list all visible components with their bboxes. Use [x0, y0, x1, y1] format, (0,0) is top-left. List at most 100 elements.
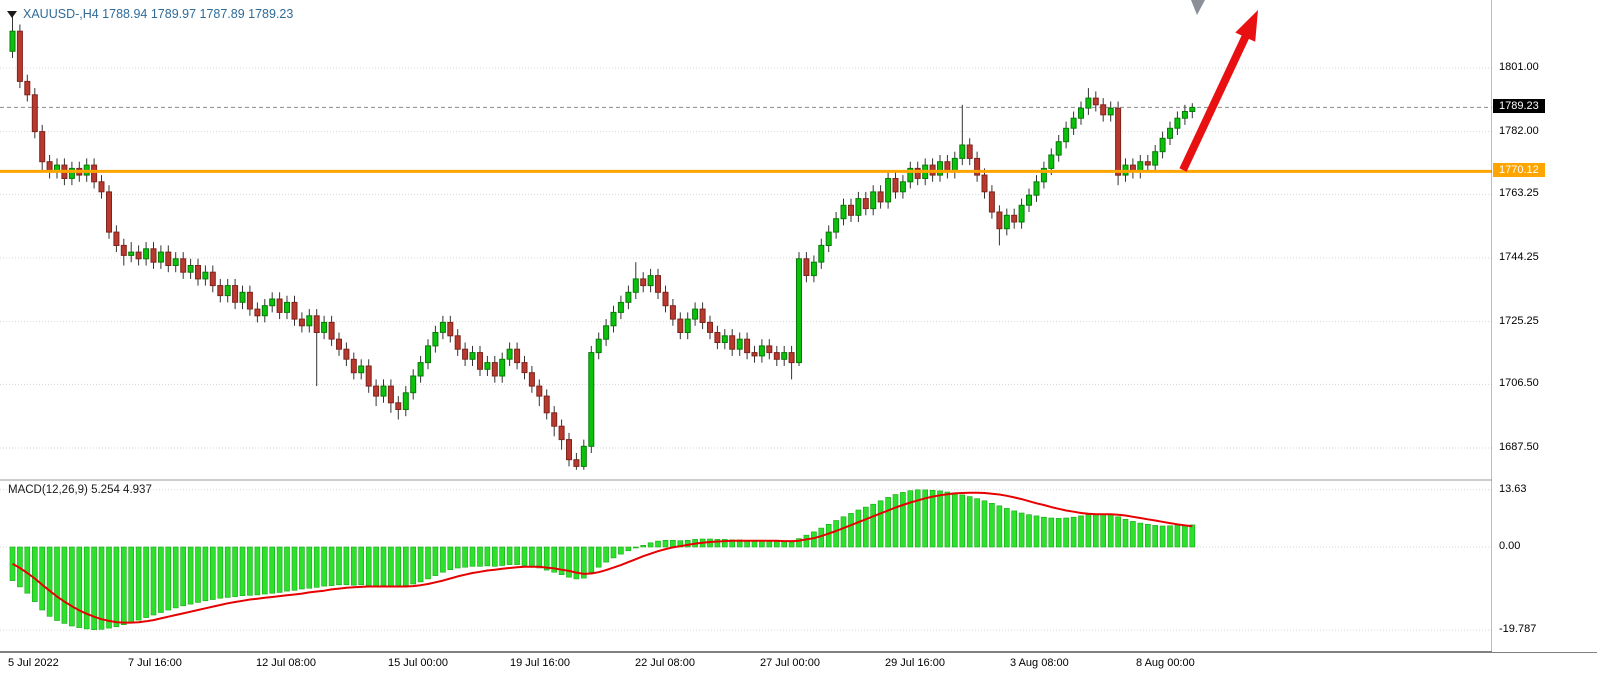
macd-histogram-bar	[588, 546, 595, 573]
candle-bullish	[603, 325, 610, 340]
macd-histogram-bar	[232, 546, 238, 597]
macd-histogram-bar	[981, 500, 988, 548]
time-axis: 5 Jul 2022 7 Jul 16:00 12 Jul 08:00 15 Jul …	[0, 655, 1597, 675]
candle-bearish	[662, 291, 669, 307]
macd-histogram-bar	[247, 546, 253, 596]
candle-bearish	[165, 251, 172, 267]
candle-bearish	[120, 244, 127, 256]
candle-bullish	[439, 321, 446, 333]
candle-bearish	[462, 348, 469, 360]
macd-histogram-bar	[454, 546, 461, 569]
macd-histogram-bar	[1011, 510, 1018, 548]
candle-bearish	[707, 321, 713, 333]
candle-bullish	[1159, 137, 1166, 153]
macd-histogram-bar	[573, 546, 580, 580]
candle-bearish	[536, 385, 543, 397]
candle-bullish	[402, 392, 409, 410]
candle-bearish	[447, 321, 454, 337]
macd-histogram-bar	[721, 539, 728, 548]
candle-bearish	[573, 459, 580, 467]
candle-bearish	[328, 321, 335, 340]
candle-bullish	[1055, 141, 1062, 156]
candle-bearish	[669, 305, 676, 320]
candle-bullish	[1174, 117, 1181, 129]
candle-bullish	[818, 244, 825, 263]
trend-arrow[interactable]	[1179, 10, 1258, 172]
macd-histogram-bar	[172, 546, 179, 609]
candle-bullish	[825, 231, 832, 247]
macd-histogram-bar	[1182, 524, 1188, 548]
candle-bearish	[313, 315, 320, 333]
macd-histogram-bar	[284, 546, 290, 592]
candle-bearish	[892, 178, 899, 193]
cursor-icon	[1191, 0, 1205, 15]
macd-histogram-bar	[1152, 525, 1158, 548]
macd-histogram-bar	[336, 546, 342, 586]
macd-histogram-bar	[951, 492, 958, 548]
candle-bullish	[1085, 97, 1092, 109]
macd-histogram-bar	[1018, 512, 1025, 548]
candle-bullish	[187, 265, 194, 273]
candle-bearish	[246, 291, 253, 310]
candle-bearish	[996, 211, 1003, 230]
candle-bearish	[217, 285, 224, 297]
candle-bearish	[788, 352, 795, 364]
macd-histogram-bar	[128, 546, 134, 623]
candle-bullish	[321, 321, 328, 333]
candle-bullish	[580, 445, 587, 467]
candle-bullish	[721, 335, 728, 343]
macd-histogram-bar	[254, 546, 261, 596]
macd-histogram-bar	[299, 546, 305, 590]
macd-histogram-bar	[937, 490, 943, 548]
macd-histogram-bar	[506, 546, 513, 565]
candle-bearish	[551, 412, 558, 427]
macd-histogram-bar	[974, 498, 980, 548]
candle-bearish	[387, 385, 394, 404]
macd-histogram-bar	[61, 546, 68, 624]
macd-histogram-bar	[1003, 508, 1010, 548]
macd-histogram-bar	[1130, 521, 1136, 548]
candle-bullish	[469, 352, 476, 360]
time-axis-label: 22 Jul 08:00	[635, 657, 695, 669]
macd-histogram-bar	[870, 503, 877, 548]
candle-bullish	[833, 218, 840, 233]
macd-histogram-bar	[1048, 517, 1055, 548]
candle-bearish	[365, 365, 372, 387]
candle-bearish	[1144, 161, 1151, 166]
time-axis-label: 19 Jul 16:00	[510, 657, 570, 669]
macd-histogram-bar	[840, 516, 847, 548]
macd-histogram-bar	[98, 546, 105, 630]
candle-bearish	[491, 362, 498, 377]
macd-histogram-bar	[1070, 516, 1077, 548]
macd-histogram-bar	[566, 546, 572, 578]
macd-histogram-bar	[1078, 515, 1084, 548]
macd-histogram-bar	[773, 541, 780, 548]
macd-histogram-bar	[113, 546, 120, 628]
macd-histogram-bar	[462, 546, 468, 568]
candle-bullish	[692, 308, 699, 320]
macd-histogram-bar	[165, 546, 172, 611]
macd-histogram-bar	[1055, 518, 1062, 548]
macd-histogram-bar	[388, 546, 394, 587]
candle-bearish	[521, 362, 528, 374]
macd-histogram-bar	[966, 496, 973, 548]
candle-bullish	[499, 358, 506, 377]
candle-bullish	[1048, 154, 1055, 169]
macd-histogram-bar	[432, 546, 439, 576]
macd-histogram-bar	[135, 546, 142, 621]
chart-title-text: XAUUSD-,H4 1788.94 1789.97 1787.89 1789.…	[23, 7, 294, 21]
candle-bearish	[91, 164, 98, 183]
macd-histogram-bar	[350, 546, 357, 586]
candle-bullish	[1078, 107, 1084, 119]
macd-histogram-bar	[187, 546, 194, 605]
macd-histogram-bar	[24, 546, 31, 594]
macd-histogram-bar	[618, 546, 624, 555]
price-axis-label: 1687.50	[1499, 440, 1539, 453]
candle-bullish	[781, 352, 788, 360]
macd-histogram-bar	[158, 546, 164, 613]
candle-bullish	[855, 198, 862, 216]
candle-bullish	[306, 315, 313, 327]
macd-histogram-bar	[224, 546, 231, 598]
candle-bearish	[113, 231, 120, 247]
time-axis-label: 3 Aug 08:00	[1010, 657, 1069, 669]
